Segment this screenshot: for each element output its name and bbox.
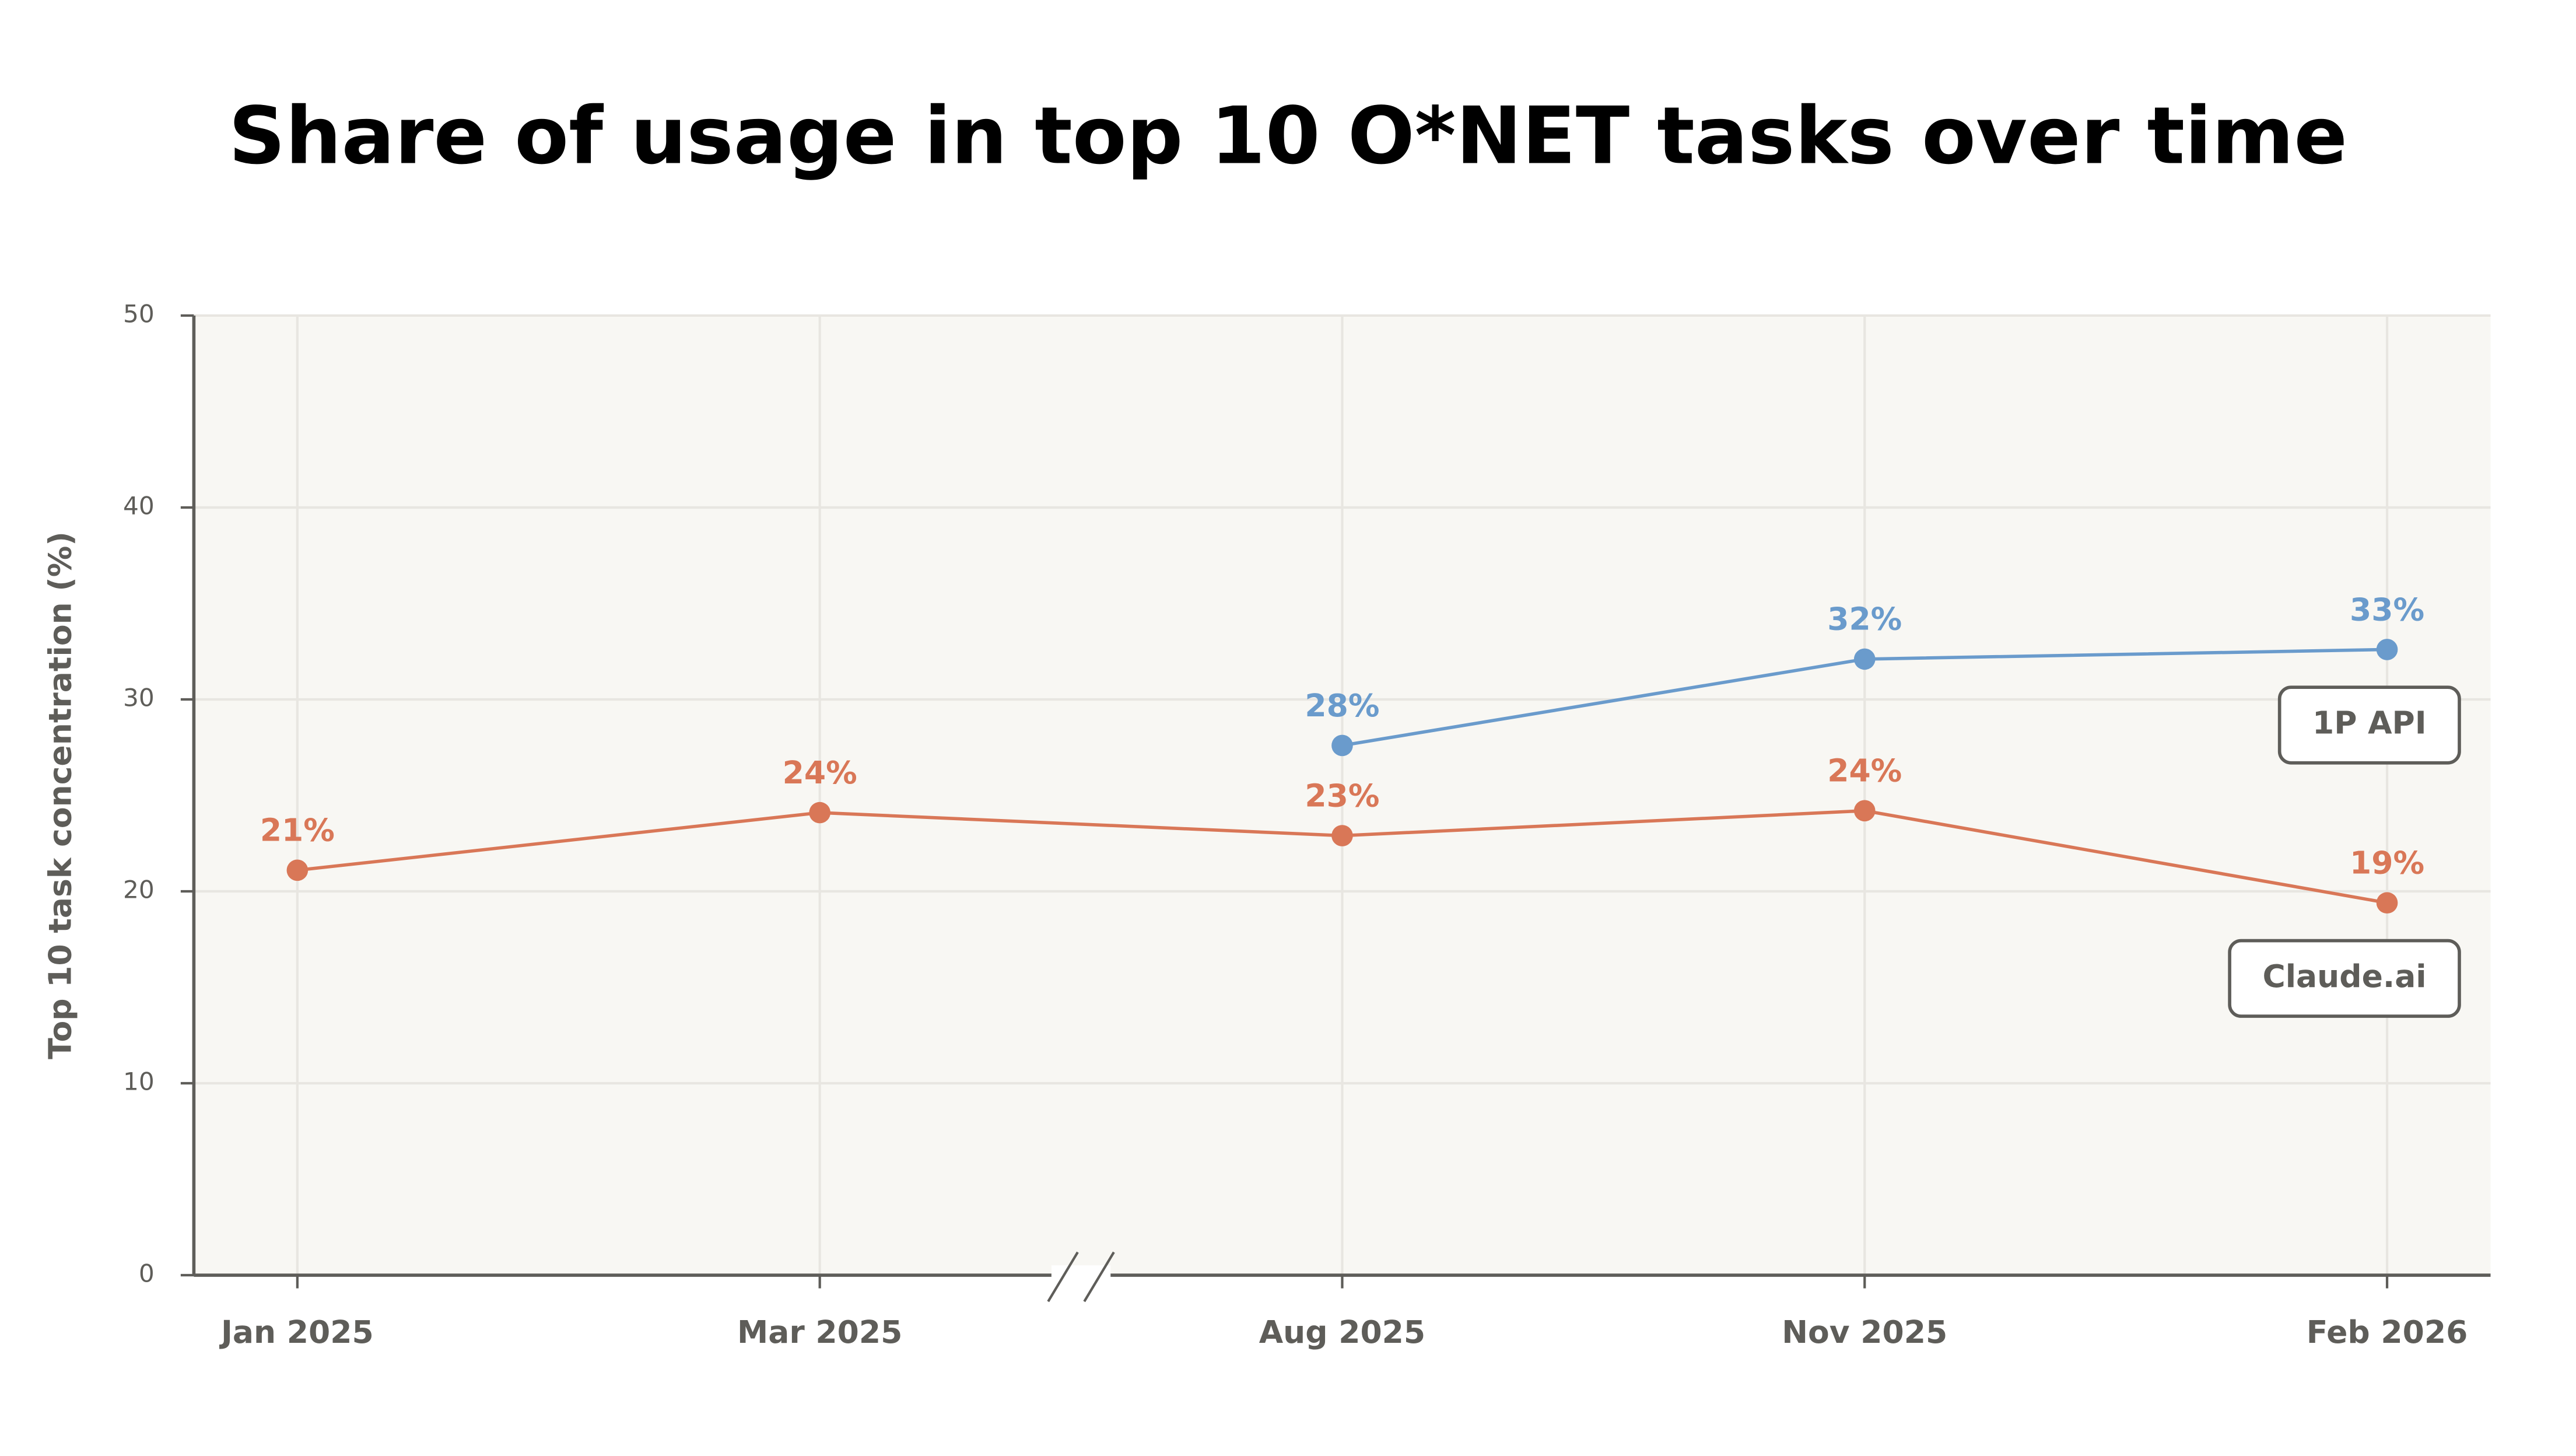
value-label: 19% [2350,845,2424,881]
x-tick-label: Feb 2026 [2307,1314,2468,1350]
x-tick-label: Jan 2025 [219,1314,374,1350]
y-tick-label: 40 [123,491,155,520]
x-tick-label: Nov 2025 [1782,1314,1947,1350]
data-point [2376,892,2398,914]
value-label: 32% [1827,601,1902,638]
y-tick-label: 50 [123,299,155,328]
y-tick-label: 20 [123,876,155,904]
data-point [286,859,309,881]
y-tick-label: 30 [123,683,155,712]
y-tick-label: 0 [139,1259,155,1288]
data-point [2376,639,2398,660]
value-label: 24% [783,754,857,791]
y-tick-label: 10 [123,1068,155,1096]
value-label: 28% [1305,687,1379,724]
axis-break [1047,1251,1079,1303]
data-point [1331,734,1353,757]
x-tick-label: Mar 2025 [737,1314,902,1350]
legend-label: Claude.ai [2262,958,2426,995]
y-axis-label: Top 10 task concentration (%) [42,531,79,1059]
value-label: 33% [2350,591,2424,628]
value-label: 24% [1827,752,1902,789]
data-point [1853,648,1876,670]
chart-title: Share of usage in top 10 O*NET tasks ove… [229,89,2347,181]
data-point [809,802,830,824]
legend-label: 1P API [2312,705,2427,741]
data-point [1853,800,1876,822]
legend-box [2277,685,2461,765]
data-point [1331,825,1353,846]
x-tick-label: Aug 2025 [1259,1314,1425,1350]
value-label: 23% [1305,777,1379,814]
axis-break [1083,1251,1115,1303]
value-label: 21% [260,812,335,849]
legend-box [2228,939,2461,1018]
